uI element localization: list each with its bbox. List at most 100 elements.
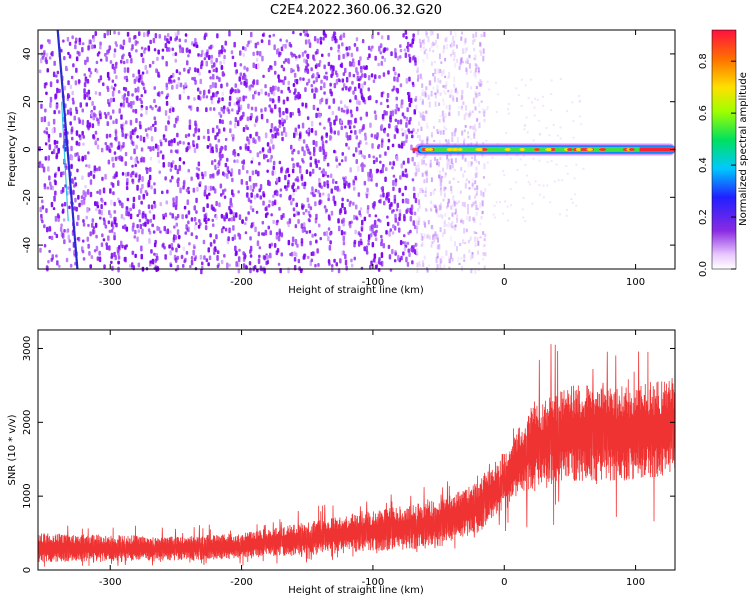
spectrogram-cell xyxy=(117,31,121,36)
spectrogram-cell xyxy=(375,157,378,163)
spectrogram-cell xyxy=(387,146,390,151)
spectrogram-cell xyxy=(136,224,139,229)
spectrogram-cell xyxy=(263,255,266,261)
spectrogram-cell xyxy=(242,53,245,57)
spectrogram-cell xyxy=(407,157,410,164)
spectrogram-cell xyxy=(395,155,399,162)
spectrogram-cell xyxy=(420,45,423,52)
spectrogram-cell xyxy=(38,69,42,74)
spectrogram-cell xyxy=(220,65,223,71)
spectrogram-cell xyxy=(323,155,326,162)
spectrogram-cell xyxy=(137,86,140,93)
spectrogram-cell xyxy=(323,91,326,95)
spectrogram-cell xyxy=(305,59,308,65)
spectrogram-cell xyxy=(436,244,439,250)
spectrogram-cell xyxy=(323,75,326,80)
spectrogram-cell xyxy=(443,220,446,225)
spectrogram-cell xyxy=(81,130,84,136)
spectrogram-cell xyxy=(443,118,445,123)
spectrogram-cell xyxy=(258,161,261,166)
spectrogram-cell xyxy=(43,224,46,229)
spectrogram-cell xyxy=(303,181,307,187)
spectrogram-cell xyxy=(488,183,491,186)
spectrogram-cell xyxy=(266,118,269,124)
spectrogram-cell xyxy=(354,95,357,100)
spectrogram-cell xyxy=(46,68,49,73)
spectrogram-cell xyxy=(325,75,329,81)
spectrogram-cell xyxy=(136,184,139,191)
spectrogram-cell xyxy=(44,57,48,63)
spectrogram-cell xyxy=(249,249,252,254)
spectrogram-cell xyxy=(451,41,453,48)
spectrogram-cell xyxy=(440,207,442,210)
spectrogram-cell xyxy=(144,47,147,51)
spectrogram-cell xyxy=(140,253,143,260)
spectrogram-cell xyxy=(450,205,453,210)
spectrogram-cell xyxy=(311,233,314,238)
spectrogram-cell xyxy=(240,81,243,85)
spectrogram-cell xyxy=(104,142,107,146)
spectrogram-cell xyxy=(517,94,520,97)
spectrogram-cell xyxy=(342,241,346,246)
spectrogram-cell xyxy=(447,139,450,145)
spectrogram-cell xyxy=(71,179,75,185)
spectrogram-cell xyxy=(130,173,133,178)
spectrogram-cell xyxy=(406,91,410,96)
snr-frame xyxy=(37,329,676,571)
spectrogram-cell xyxy=(238,96,242,102)
spectrogram-cell xyxy=(148,238,151,244)
spectrogram-cell xyxy=(315,163,318,169)
spectrogram-cell xyxy=(234,117,238,123)
spectrogram-cell xyxy=(342,53,345,60)
spectrogram-cell xyxy=(135,76,138,82)
spectrogram-cell xyxy=(68,54,72,59)
spectrogram-cell xyxy=(363,246,366,252)
spectrogram-cell xyxy=(464,47,467,54)
spectrogram-cell xyxy=(202,94,205,99)
spectrogram-cell xyxy=(345,265,348,271)
spectrogram-cell xyxy=(520,105,523,108)
spectrogram-cell xyxy=(309,156,313,161)
spectrogram-cell xyxy=(429,30,432,36)
spectrogram-cell xyxy=(442,116,445,122)
spectrogram-cell xyxy=(436,129,439,133)
spectrogram-cell xyxy=(417,161,420,167)
spectrogram-cell xyxy=(482,258,485,261)
spectrogram-cell xyxy=(444,212,447,217)
spectrogram-cell xyxy=(230,210,233,215)
spectrogram-cell xyxy=(48,144,51,151)
spectrogram-cell xyxy=(114,83,117,87)
spectrogram-cell xyxy=(451,203,454,210)
spectrogram-cell xyxy=(221,97,224,102)
spectrogram-cell xyxy=(229,128,232,134)
spectrogram-cell xyxy=(322,36,325,41)
spectrogram-cell xyxy=(367,242,370,246)
spectrogram-cell xyxy=(402,33,405,38)
spectrogram-cell xyxy=(325,230,329,237)
carrier-peak xyxy=(411,148,420,151)
spectrogram-cell xyxy=(460,219,463,223)
spectrogram-cell xyxy=(316,248,319,254)
spectrogram-cell xyxy=(342,72,346,77)
spectrogram-cell xyxy=(230,133,234,138)
spectrogram-cell xyxy=(480,81,483,86)
spectrogram-cell xyxy=(303,253,307,258)
spectrogram-cell xyxy=(123,76,127,80)
spectrogram-cell xyxy=(47,260,50,264)
spectrogram-cell xyxy=(395,103,399,110)
spectrogram-cell xyxy=(553,180,556,183)
spectrogram-cell xyxy=(424,153,427,158)
spectrogram-cell xyxy=(483,118,486,123)
spectrogram-cell xyxy=(470,254,473,259)
spectrogram-cell xyxy=(62,39,65,43)
spectrogram-cell xyxy=(426,136,429,141)
spectrogram-cell xyxy=(72,189,75,195)
spectrogram-cell xyxy=(271,170,274,176)
spectrogram-cell xyxy=(295,202,298,208)
spectrogram-cell xyxy=(507,112,510,115)
spectrogram-cell xyxy=(250,160,253,164)
spectrogram-cell xyxy=(361,125,365,131)
spectrogram-cell xyxy=(229,120,232,125)
spectrogram-cell xyxy=(368,95,372,101)
spectrogram-cell xyxy=(108,148,112,154)
